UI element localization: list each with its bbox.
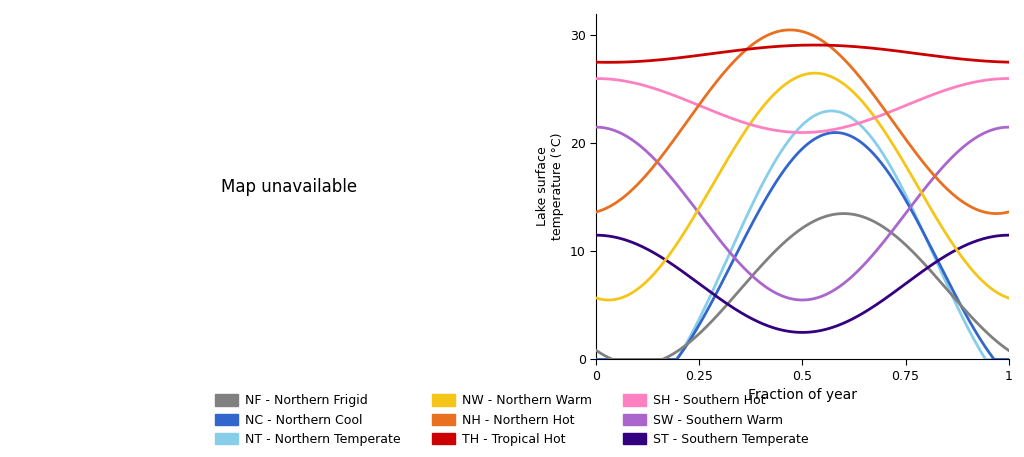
X-axis label: Fraction of year: Fraction of year <box>748 388 857 403</box>
Y-axis label: Lake surface
temperature (°C): Lake surface temperature (°C) <box>537 133 564 240</box>
Text: Map unavailable: Map unavailable <box>220 178 356 196</box>
Legend: NF - Northern Frigid, NC - Northern Cool, NT - Northern Temperate, NW - Northern: NF - Northern Frigid, NC - Northern Cool… <box>210 389 814 451</box>
